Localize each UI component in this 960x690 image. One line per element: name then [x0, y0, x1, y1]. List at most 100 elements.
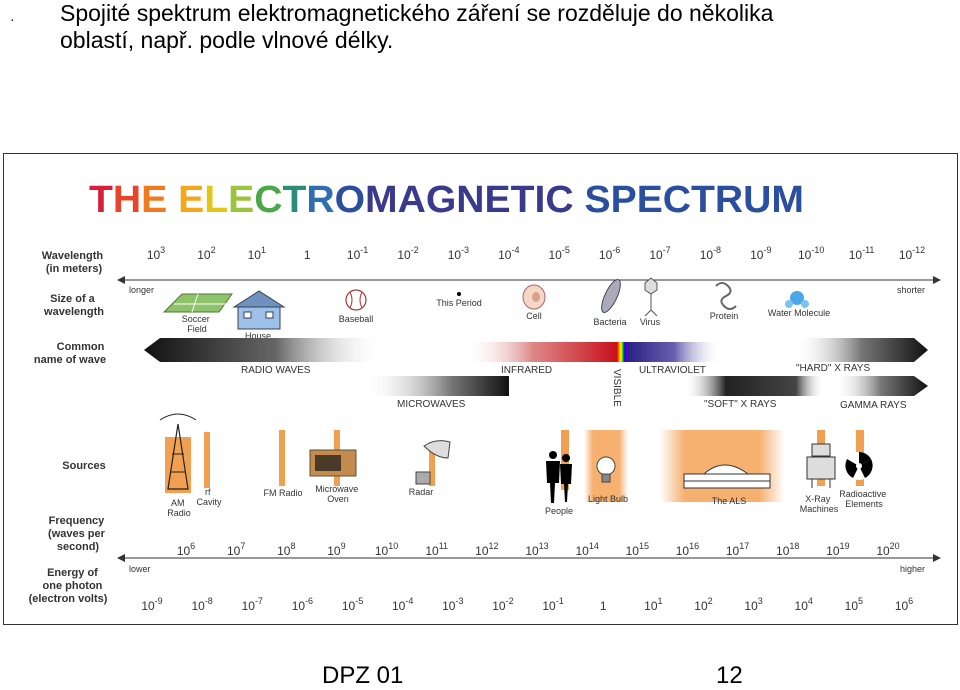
frequency-tick-label: 108	[277, 541, 295, 558]
period-dot-icon	[457, 292, 461, 296]
wavelength-tick-label: 103	[147, 245, 165, 262]
visible-band	[617, 342, 627, 362]
frequency-tick-label: 109	[327, 541, 345, 558]
water-molecule-icon	[785, 291, 809, 308]
infrared-band	[464, 342, 617, 362]
energy-higher-label: higher	[900, 564, 925, 574]
fm-radio-label: FM Radio	[263, 488, 302, 498]
energy-tick-label: 10-4	[392, 596, 413, 613]
soft-xrays-band	[684, 376, 824, 396]
title-letter: H	[113, 179, 141, 221]
frequency-tick-label: 106	[177, 541, 195, 558]
frequency-tick-label: 1017	[726, 541, 749, 558]
title-letter: T	[282, 179, 306, 221]
radar-bar	[429, 442, 435, 486]
baseball-label: Baseball	[339, 314, 374, 324]
energy-left-arrowhead	[117, 554, 125, 562]
people-silhouette-icon	[546, 451, 572, 503]
wavelength-tick-label: 10-2	[397, 245, 418, 262]
bacteria-label: Bacteria	[593, 317, 626, 327]
em-spectrum-figure: THE ELECTROMAGNETIC SPECTRUM Wavelength …	[3, 153, 958, 625]
am-radio-label: AM Radio	[167, 498, 191, 518]
wavelength-tick-label: 10-12	[899, 245, 925, 262]
energy-tick-label: 105	[845, 596, 863, 613]
energy-tick-label: 101	[644, 596, 662, 613]
frequency-tick-label: 1011	[425, 541, 448, 558]
energy-tick-label: 104	[795, 596, 813, 613]
wavelength-left-arrowhead	[117, 276, 125, 284]
wavelength-tick-label: 10-10	[798, 245, 824, 262]
energy-tick-label: 10-5	[342, 596, 363, 613]
title-letter: E	[485, 179, 511, 221]
title-letter: T	[89, 179, 113, 221]
frequency-row-label: Frequency (waves per second)	[48, 515, 108, 553]
energy-ticks: 10-9 10-8 10-7 10-6 10-5 10-4 10-3 10-2 10-1 1 101…	[141, 596, 913, 613]
house-icon	[232, 290, 286, 330]
wavelength-tick-label: 10-5	[549, 245, 570, 262]
soccer-field-label: Soccer Field	[182, 314, 213, 334]
title-letter: E	[228, 179, 254, 221]
protein-label: Protein	[710, 311, 739, 321]
visible-label: VISIBLE	[611, 369, 622, 407]
frequency-tick-label: 1020	[876, 541, 899, 558]
xray-robot-icon	[806, 443, 836, 488]
wavelength-tick-label: 1	[304, 248, 311, 262]
frequency-tick-label: 107	[227, 541, 245, 558]
title-letter: N	[456, 179, 484, 221]
virus-label: Virus	[640, 317, 661, 327]
radar-dish-icon	[415, 440, 451, 485]
title-letter: T	[511, 179, 535, 221]
wavelength-tick-label: 10-6	[599, 245, 620, 262]
wavelength-shorter-label: shorter	[897, 285, 925, 295]
energy-right-arrowhead	[933, 554, 941, 562]
bacteria-icon	[601, 278, 621, 314]
title-letter: C	[254, 179, 282, 221]
sources-row-label: Sources	[62, 460, 105, 472]
energy-tick-label: 103	[744, 596, 762, 613]
energy-row-label: Energy of one photon (electron volts)	[29, 567, 108, 605]
wavelength-longer-label: longer	[129, 285, 154, 295]
xray-machines-label: X-Ray Machines	[800, 494, 839, 514]
footer-page-number: 12	[716, 662, 743, 689]
protein-icon	[715, 282, 737, 310]
frequency-tick-label: 1016	[676, 541, 699, 558]
radio-tower-icon	[159, 413, 197, 490]
this-period-label: This Period	[436, 298, 482, 308]
energy-tick-label: 10-8	[191, 596, 212, 613]
wavelength-tick-label: 10-1	[347, 245, 368, 262]
frequency-tick-label: 1019	[826, 541, 849, 558]
soft-xrays-label: "SOFT" X RAYS	[704, 399, 777, 410]
energy-tick-label: 10-2	[492, 596, 513, 613]
bullet-text-line-1: Spojité spektrum elektromagnetického zář…	[60, 0, 774, 26]
title-letter: C	[545, 179, 573, 221]
light-bulb-label: Light Bulb	[588, 494, 628, 504]
ultraviolet-label: ULTRAVIOLET	[639, 365, 706, 376]
radar-label: Radar	[409, 487, 434, 497]
title-space	[574, 179, 585, 221]
house-label: House	[245, 331, 271, 341]
frequency-tick-label: 1014	[575, 541, 598, 558]
wavelength-right-arrowhead	[933, 276, 941, 284]
energy-tick-label: 10-1	[542, 596, 563, 613]
people-label: People	[545, 506, 573, 516]
frequency-tick-label: 1012	[475, 541, 498, 558]
spectrum-title: THE ELECTROMAGNETIC SPECTRUM	[89, 179, 804, 221]
gamma-rays-band	[834, 376, 928, 396]
microwave-oven-label: Microwave Oven	[315, 484, 361, 504]
title-letter: L	[204, 179, 228, 221]
gamma-rays-label: GAMMA RAYS	[840, 400, 907, 411]
title-word-spectrum: SPECTRUM	[585, 179, 804, 221]
als-building-icon	[683, 464, 771, 489]
title-letter: I	[535, 179, 546, 221]
title-letter: R	[306, 179, 334, 221]
the-als-label: The ALS	[712, 496, 747, 506]
wavelength-row-label: Wavelength (in meters)	[42, 250, 106, 275]
wavelength-tick-label: 10-4	[498, 245, 519, 262]
footer-course-code: DPZ 01	[322, 662, 404, 689]
cell-icon	[522, 284, 546, 310]
light-bulb-icon	[596, 456, 616, 483]
size-row-label: Size of a wavelength	[43, 293, 104, 318]
water-molecule-label: Water Molecule	[768, 308, 830, 318]
infrared-label: INFRARED	[501, 365, 552, 376]
radio-waves-band	[144, 338, 384, 362]
